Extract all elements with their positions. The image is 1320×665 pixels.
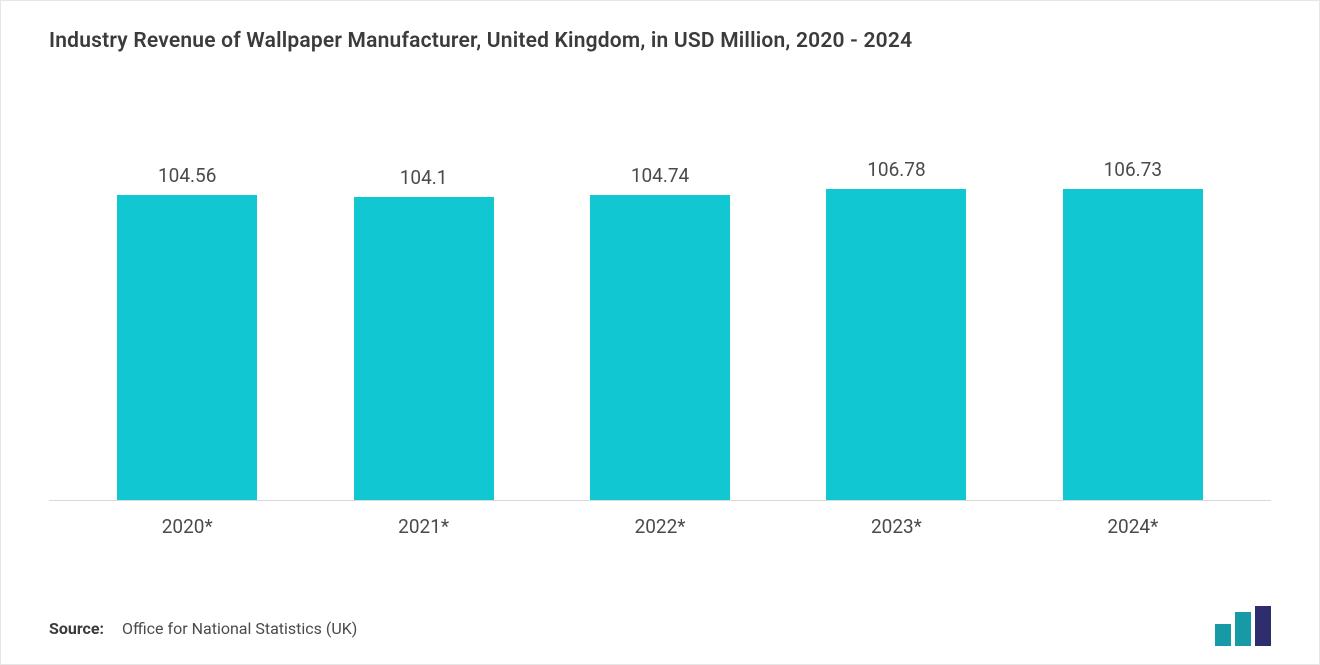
bar-category-label: 2022*: [635, 515, 686, 543]
bar-category-label: 2020*: [162, 515, 213, 543]
bar: [117, 195, 257, 501]
source-label: Source:: [49, 619, 104, 638]
bar: [1063, 189, 1203, 501]
chart-container: Industry Revenue of Wallpaper Manufactur…: [0, 0, 1320, 665]
bar-column: 106.78 2023*: [778, 93, 1014, 543]
brand-logo-icon: [1209, 606, 1281, 646]
bar-category-label: 2024*: [1107, 515, 1158, 543]
bar-value-label: 104.74: [631, 164, 689, 187]
source-text: Office for National Statistics (UK): [122, 619, 357, 638]
bar: [826, 189, 966, 501]
bar-value-label: 104.56: [158, 164, 216, 187]
source-row: Source: Office for National Statistics (…: [49, 619, 357, 638]
bar-category-label: 2021*: [398, 515, 449, 543]
bar-value-label: 104.1: [400, 166, 448, 189]
x-axis-line: [49, 500, 1271, 501]
brand-logo: [1209, 606, 1281, 646]
bar-column: 106.73 2024*: [1015, 93, 1251, 543]
chart-title: Industry Revenue of Wallpaper Manufactur…: [49, 29, 1271, 53]
bar: [354, 197, 494, 501]
bar-column: 104.74 2022*: [542, 93, 778, 543]
bar-category-label: 2023*: [871, 515, 922, 543]
bar-column: 104.56 2020*: [69, 93, 305, 543]
bar-column: 104.1 2021*: [305, 93, 541, 543]
bar: [590, 195, 730, 501]
bar-value-label: 106.73: [1104, 158, 1162, 181]
bar-value-label: 106.78: [867, 158, 925, 181]
chart-plot-area: 104.56 2020* 104.1 2021* 104.74 2022* 106.78 20…: [69, 93, 1251, 543]
